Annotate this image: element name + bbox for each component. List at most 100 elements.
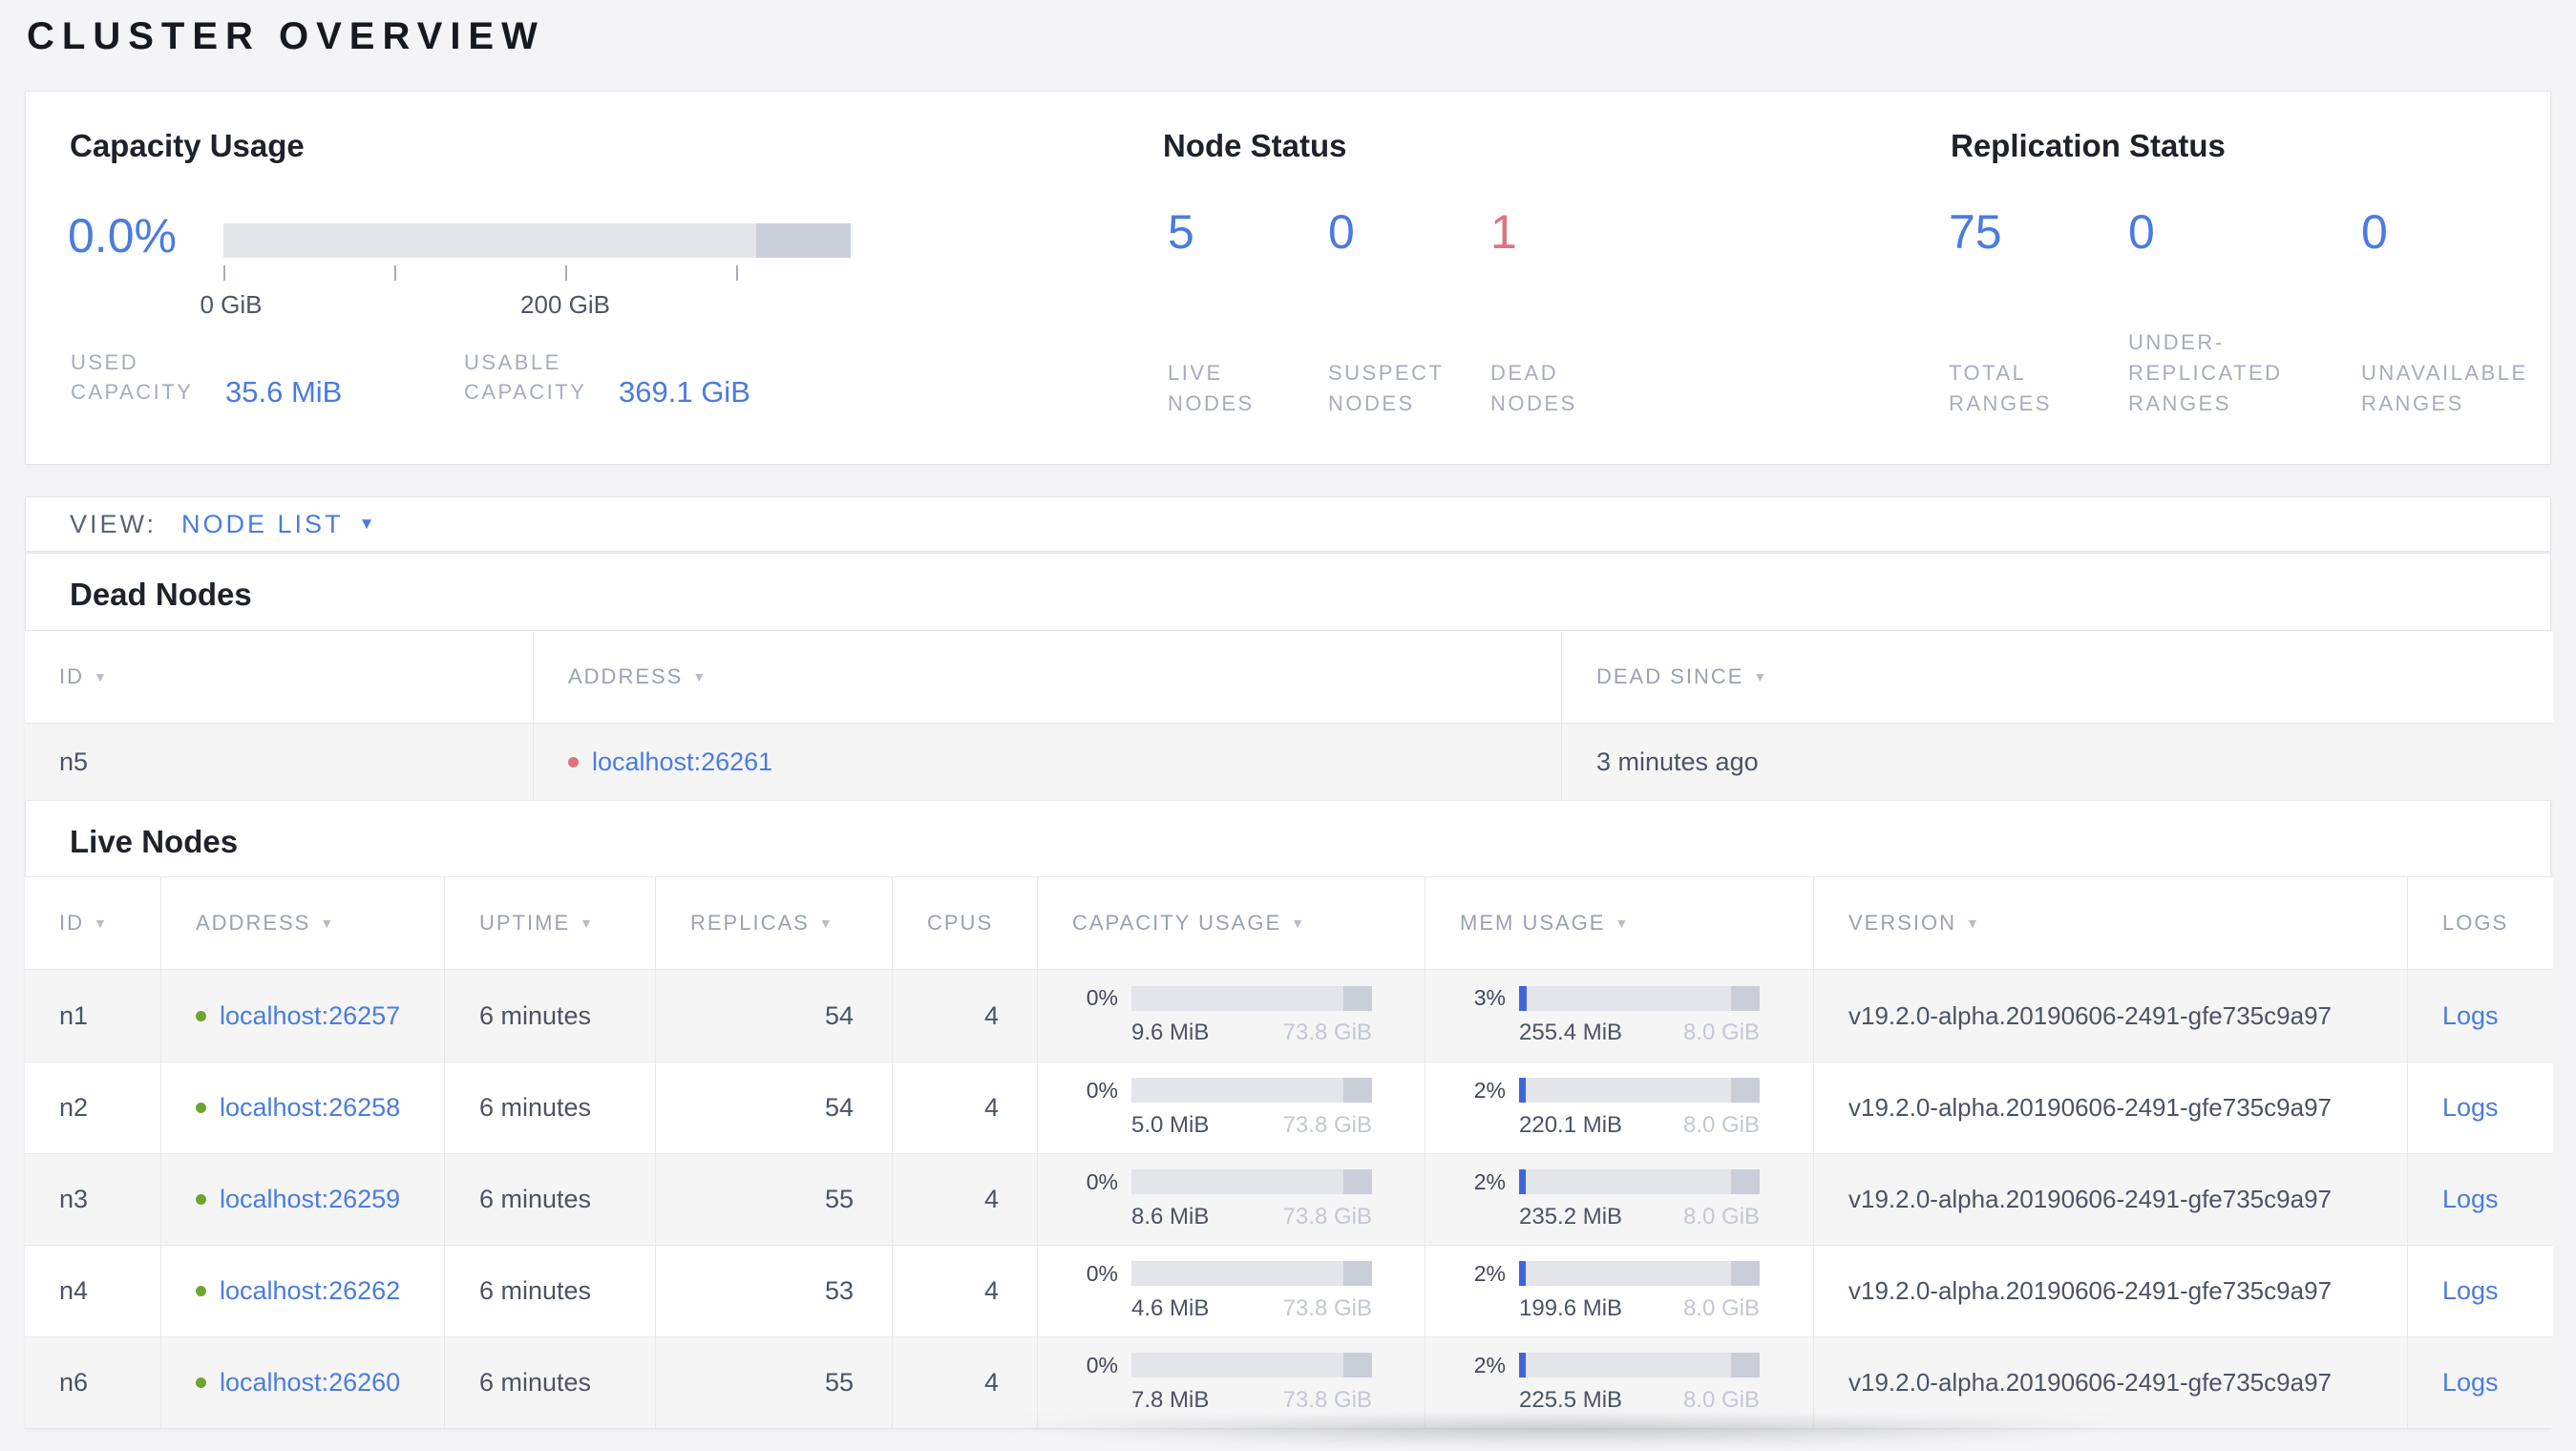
capacity-percent: 0% <box>1086 1260 1118 1286</box>
mem-percent: 2% <box>1473 1168 1506 1194</box>
column-header-id[interactable]: ID ▼ <box>59 664 107 688</box>
column-header-dead-since[interactable]: DEAD SINCE ▼ <box>1561 631 2551 723</box>
capacity-percent: 0% <box>1086 1352 1118 1377</box>
usable-capacity-value: 369.1 GiB <box>619 375 750 409</box>
live-status-dot-icon <box>196 1010 206 1021</box>
sort-arrow-icon: ▼ <box>94 669 107 684</box>
live-status-dot-icon <box>196 1377 206 1388</box>
uptime-value: 6 minutes <box>479 1185 592 1213</box>
capacity-usage-bar <box>223 223 851 258</box>
capacity-total-value: 73.8 GiB <box>1282 1386 1372 1413</box>
logs-link[interactable]: Logs <box>2442 1185 2499 1213</box>
column-header-capacity-usage[interactable]: CAPACITY USAGE ▼ <box>1037 877 1425 969</box>
suspect-nodes-count: 0 <box>1328 205 1355 259</box>
column-header-replicas[interactable]: REPLICAS ▼ <box>655 877 892 969</box>
mem-used-value: 220.1 MiB <box>1519 1111 1623 1138</box>
usable-capacity-stat: USABLE CAPACITY 369.1 GiB <box>464 347 750 409</box>
replicas-value: 54 <box>824 1093 854 1122</box>
live-status-dot-icon <box>196 1286 206 1296</box>
node-address-link[interactable]: localhost:26262 <box>220 1276 401 1305</box>
total-ranges-stat: 75 TOTAL RANGES <box>1949 204 2073 419</box>
uptime-value: 6 minutes <box>479 1093 592 1122</box>
mem-usage-widget: 2% 225.5 MiB 8.0 GiB <box>1460 1353 1761 1414</box>
mem-bar <box>1519 1353 1761 1377</box>
mem-usage-widget: 2% 235.2 MiB 8.0 GiB <box>1460 1168 1761 1230</box>
used-capacity-stat: USED CAPACITY 35.6 MiB <box>71 347 342 409</box>
uptime-value: 6 minutes <box>479 1000 592 1030</box>
column-header-version[interactable]: VERSION ▼ <box>1813 877 2407 969</box>
uptime-value: 6 minutes <box>479 1276 592 1305</box>
view-selected-value[interactable]: NODE LIST <box>181 509 344 538</box>
version-value: v19.2.0-alpha.20190606-2491-gfe735c9a97 <box>1848 1368 2332 1397</box>
version-value: v19.2.0-alpha.20190606-2491-gfe735c9a97 <box>1848 1185 2332 1213</box>
column-header-address[interactable]: ADDRESS ▼ <box>160 877 444 969</box>
dead-nodes-header-row: ID ▼ ADDRESS ▼ DEAD SINCE ▼ <box>25 630 2553 724</box>
capacity-bar <box>1131 1261 1373 1286</box>
usable-capacity-label: USABLE CAPACITY <box>464 350 587 404</box>
node-address-link[interactable]: localhost:26259 <box>220 1185 401 1213</box>
capacity-bar <box>1131 1353 1373 1377</box>
column-header-mem-usage[interactable]: MEM USAGE ▼ <box>1425 877 1813 969</box>
uptime-value: 6 minutes <box>479 1368 592 1397</box>
mem-used-value: 225.5 MiB <box>1519 1386 1623 1413</box>
unavailable-ranges-label: UNAVAILABLE RANGES <box>2361 361 2528 415</box>
live-nodes-heading: Live Nodes <box>70 824 239 859</box>
capacity-percent: 0% <box>1086 1168 1118 1194</box>
under-replicated-ranges-stat: 0 UNDER-REPLICATED RANGES <box>2128 204 2319 419</box>
node-address-link[interactable]: localhost:26261 <box>592 747 773 776</box>
mem-bar-fill <box>1519 1169 1527 1194</box>
capacity-usage-widget: 0% 7.8 MiB 73.8 GiB <box>1072 1352 1373 1414</box>
dead-nodes-count: 1 <box>1490 205 1517 259</box>
capacity-bar <box>1131 1078 1373 1103</box>
logs-link[interactable]: Logs <box>2442 1276 2499 1305</box>
mem-total-value: 8.0 GiB <box>1682 1111 1760 1138</box>
sort-arrow-icon: ▼ <box>1291 915 1304 931</box>
mem-bar-fill <box>1519 1353 1527 1377</box>
dead-nodes-label: DEAD NODES <box>1490 361 1577 415</box>
used-capacity-label: USED CAPACITY <box>71 350 194 404</box>
mem-total-value: 8.0 GiB <box>1682 1294 1760 1321</box>
dead-nodes-stat: 1 DEAD NODES <box>1490 204 1595 419</box>
cpus-value: 4 <box>983 1276 999 1305</box>
cpus-value: 4 <box>983 1000 999 1030</box>
node-id: n6 <box>59 1368 89 1397</box>
node-address-link[interactable]: localhost:26260 <box>220 1368 401 1397</box>
dead-status-dot-icon <box>568 756 579 768</box>
node-id: n2 <box>59 1093 89 1122</box>
capacity-bar <box>1131 985 1373 1011</box>
logs-link[interactable]: Logs <box>2442 1368 2499 1397</box>
live-nodes-label: LIVE NODES <box>1168 361 1255 415</box>
sort-arrow-icon: ▼ <box>692 669 707 684</box>
logs-link[interactable]: Logs <box>2442 1000 2499 1030</box>
cpus-value: 4 <box>983 1368 999 1397</box>
replicas-value: 53 <box>824 1276 854 1305</box>
capacity-usage-widget: 0% 4.6 MiB 73.8 GiB <box>1072 1260 1373 1322</box>
column-header-uptime[interactable]: UPTIME ▼ <box>444 877 655 969</box>
capacity-used-value: 9.6 MiB <box>1131 1020 1210 1045</box>
column-header-id[interactable]: ID ▼ <box>59 911 107 935</box>
node-address-link[interactable]: localhost:26257 <box>220 1000 401 1030</box>
mem-bar <box>1519 1169 1761 1194</box>
logs-link[interactable]: Logs <box>2442 1093 2499 1122</box>
node-id: n3 <box>59 1185 89 1213</box>
capacity-used-value: 7.8 MiB <box>1131 1386 1210 1413</box>
live-nodes-count: 5 <box>1168 205 1194 259</box>
live-nodes-table: ID ▼ ADDRESS ▼ UPTIME ▼ REPLICAS ▼ CPUS … <box>25 876 2553 1428</box>
table-row: n1 localhost:26257 6 minutes 54 4 0% 9.6… <box>25 970 2553 1062</box>
capacity-percent: 0% <box>1086 1077 1118 1103</box>
version-value: v19.2.0-alpha.20190606-2491-gfe735c9a97 <box>1848 1093 2332 1122</box>
capacity-usage-axis: 0 GiB 200 GiB <box>200 265 851 323</box>
node-address-link[interactable]: localhost:26258 <box>220 1093 401 1122</box>
sort-arrow-icon: ▼ <box>818 915 833 931</box>
column-header-address[interactable]: ADDRESS ▼ <box>533 631 1561 723</box>
mem-bar-fill <box>1519 1261 1527 1286</box>
view-selector-dropdown[interactable]: NODE LIST ▼ <box>181 510 374 539</box>
view-bar: VIEW: NODE LIST ▼ <box>25 496 2551 552</box>
mem-bar <box>1519 1261 1761 1286</box>
mem-bar <box>1519 1078 1761 1103</box>
capacity-percent: 0% <box>1086 985 1118 1010</box>
replicas-value: 55 <box>824 1185 854 1213</box>
under-replicated-ranges-count: 0 <box>2128 205 2155 259</box>
capacity-usage-widget: 0% 9.6 MiB 73.8 GiB <box>1072 985 1373 1046</box>
axis-tick <box>394 265 396 281</box>
